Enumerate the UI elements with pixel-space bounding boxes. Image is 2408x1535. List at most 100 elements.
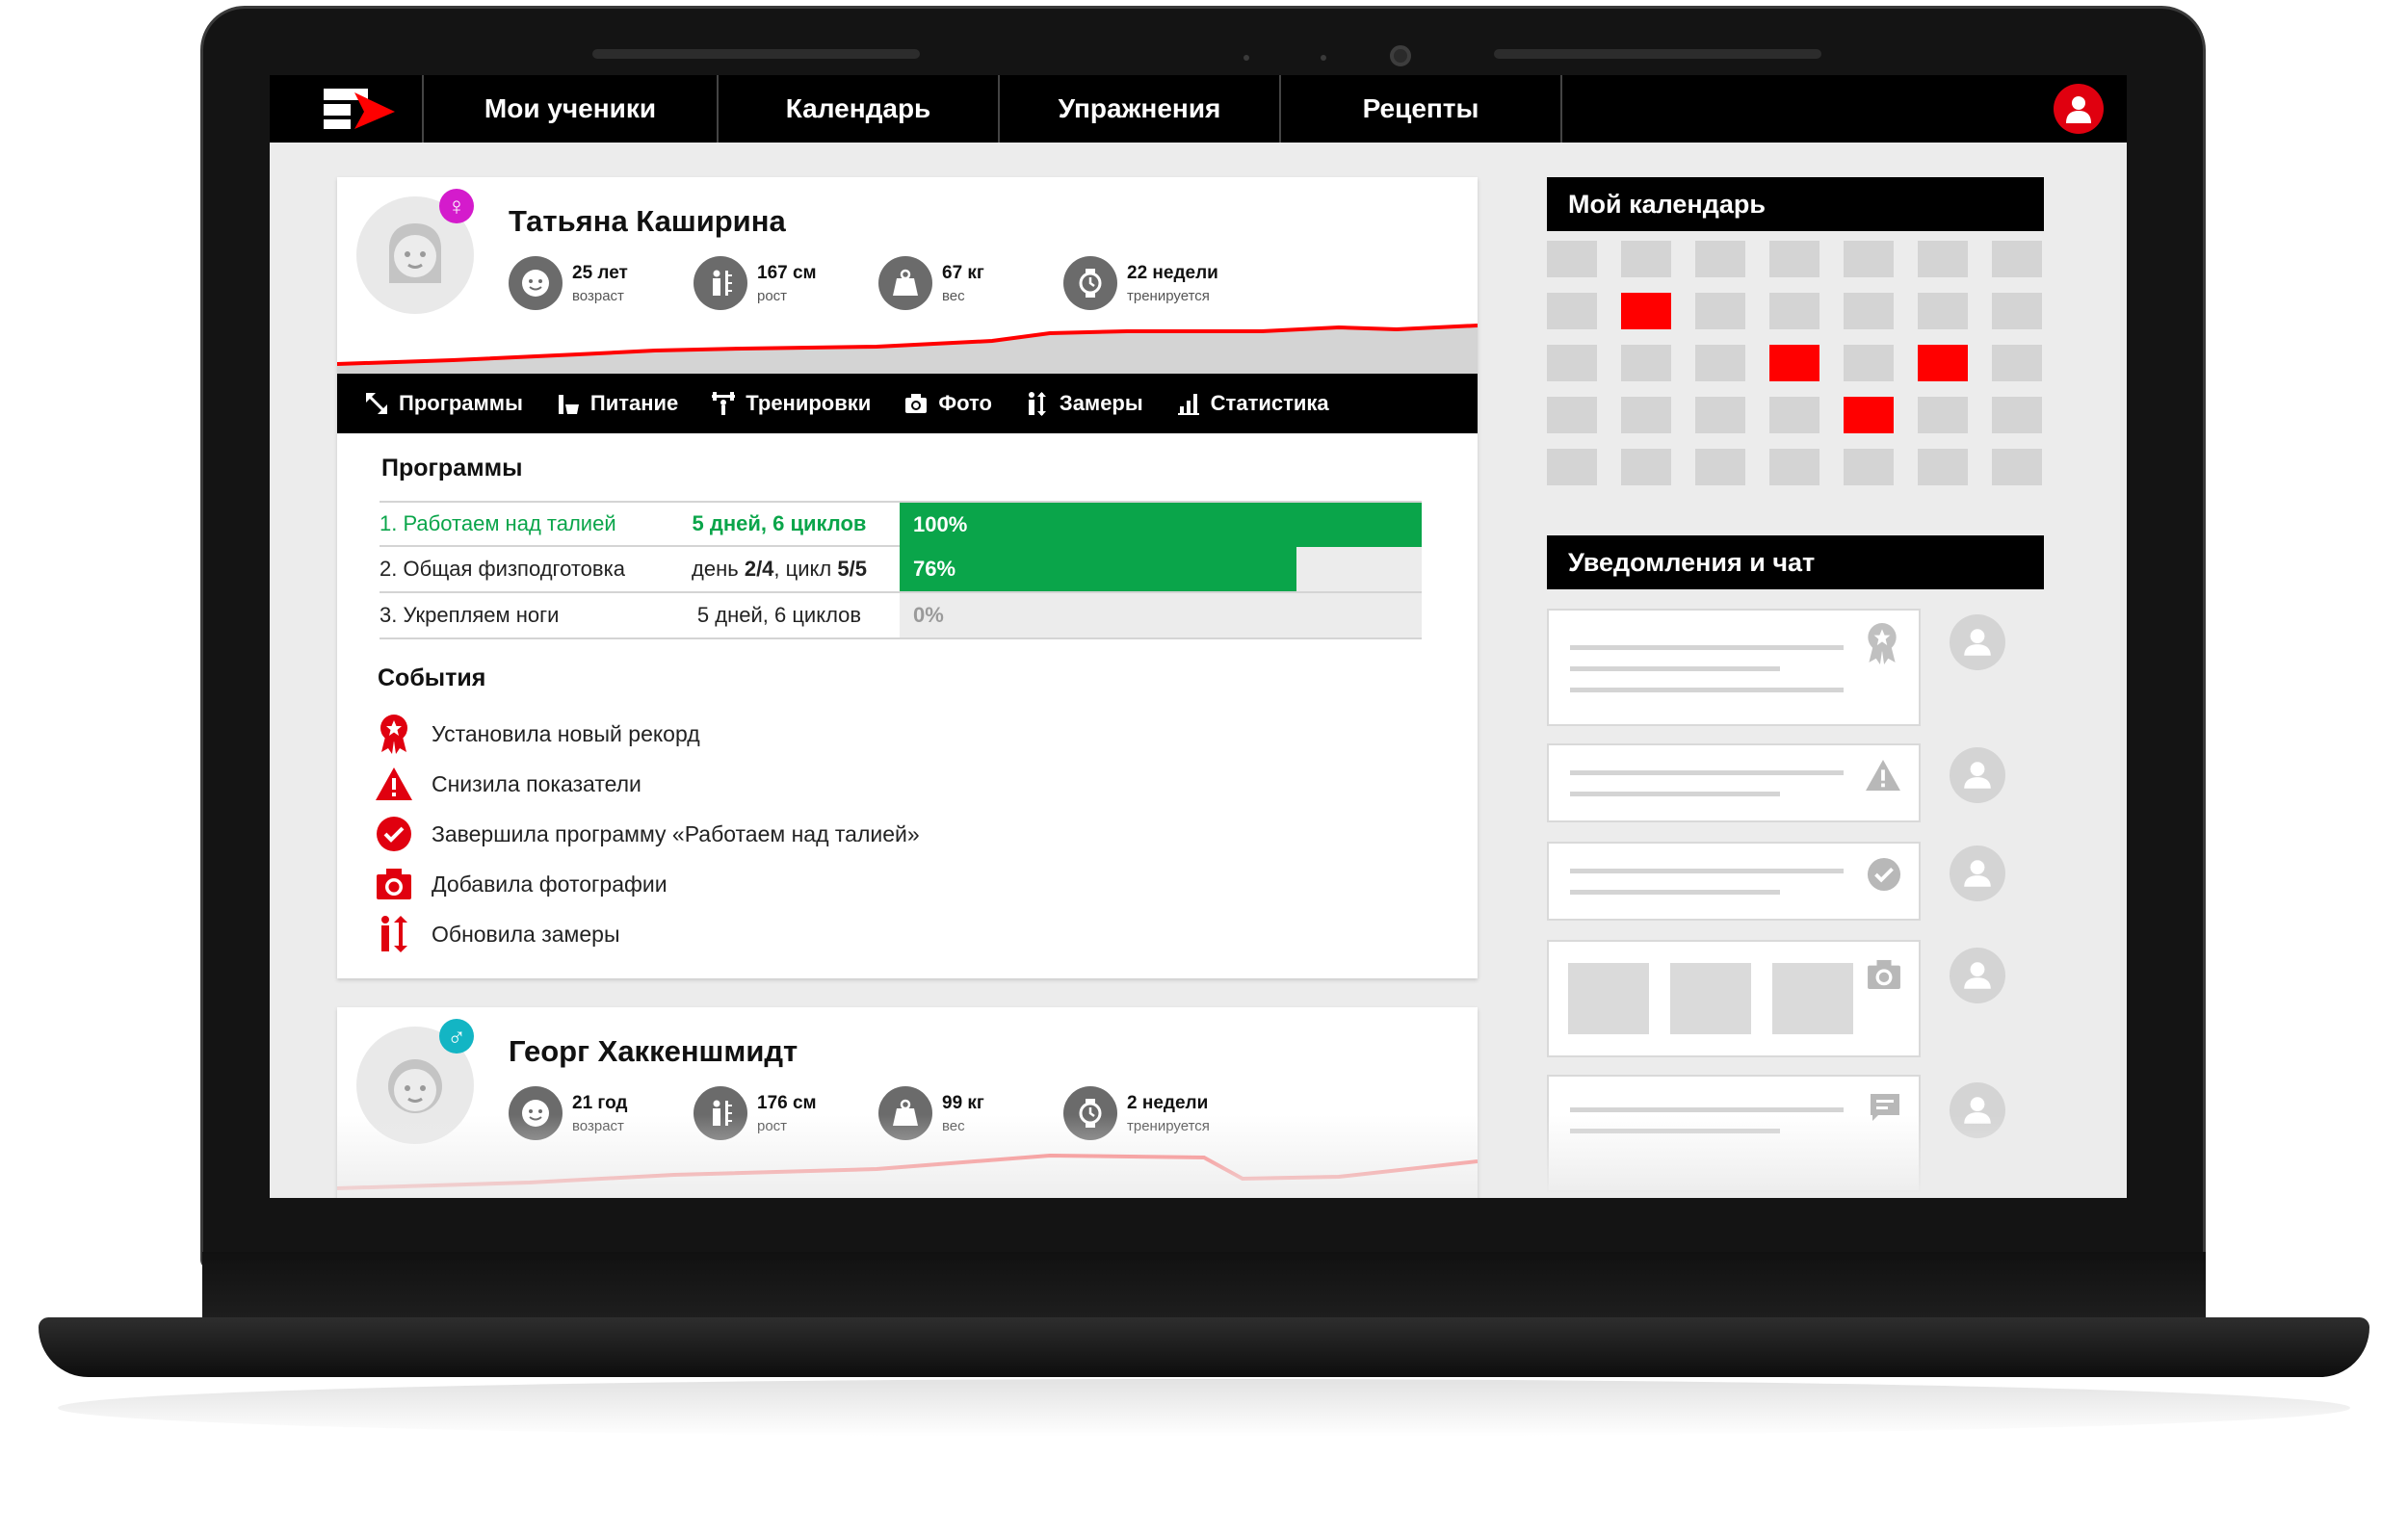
- calendar-day-event[interactable]: [1918, 345, 1968, 381]
- stat-value: 22 недели: [1127, 262, 1218, 283]
- screen: Мои ученики Календарь Упражнения Рецепты…: [270, 75, 2127, 1198]
- calendar-day-event[interactable]: [1621, 293, 1671, 329]
- scroll-fade: [337, 1115, 1478, 1198]
- resize-arrow-icon: [365, 392, 388, 415]
- calendar-day[interactable]: [1547, 241, 1597, 277]
- notification-card[interactable]: [1547, 842, 1921, 921]
- face-icon: [509, 256, 563, 310]
- nav-calendar[interactable]: Календарь: [719, 75, 1000, 143]
- calendar-day-event[interactable]: [1844, 397, 1894, 433]
- nav-exercises[interactable]: Упражнения: [1000, 75, 1281, 143]
- calendar-day[interactable]: [1918, 241, 1968, 277]
- calendar-day[interactable]: [1547, 345, 1597, 381]
- calendar-day[interactable]: [1695, 345, 1745, 381]
- calendar-day[interactable]: [1992, 241, 2042, 277]
- program-name: 3. Укрепляем ноги: [380, 603, 668, 628]
- nav-recipes[interactable]: Рецепты: [1281, 75, 1562, 143]
- calendar-day[interactable]: [1547, 397, 1597, 433]
- client-name[interactable]: Татьяна Каширина: [509, 204, 786, 238]
- calendar-day[interactable]: [1769, 397, 1819, 433]
- calendar-day[interactable]: [1992, 293, 2042, 329]
- stat-value: 99 кг: [942, 1092, 984, 1113]
- event-item[interactable]: Добавила фотографии: [374, 859, 920, 909]
- laptop-hinge: [202, 1252, 2206, 1319]
- program-number: 1.: [380, 511, 398, 535]
- tab-nutrition[interactable]: Питание: [556, 391, 678, 416]
- calendar-day[interactable]: [1621, 241, 1671, 277]
- chat-avatar[interactable]: [1950, 747, 2005, 803]
- tab-label: Статистика: [1210, 391, 1329, 415]
- notification-card[interactable]: [1547, 609, 1921, 726]
- calendar-day[interactable]: [1844, 345, 1894, 381]
- calendar-day[interactable]: [1918, 449, 1968, 485]
- calendar-day[interactable]: [1844, 241, 1894, 277]
- nav-my-students[interactable]: Мои ученики: [424, 75, 719, 143]
- text-placeholder-line: [1570, 688, 1844, 692]
- calendar-day[interactable]: [1547, 293, 1597, 329]
- tab-measurements[interactable]: Замеры: [1025, 391, 1143, 416]
- calendar-day[interactable]: [1621, 397, 1671, 433]
- calendar-day[interactable]: [1695, 449, 1745, 485]
- program-row[interactable]: 1. Работаем над талией 5 дней, 6 циклов …: [380, 501, 1422, 547]
- camera-icon: [1868, 959, 1900, 990]
- warning-icon: [374, 764, 414, 804]
- calendar-day[interactable]: [1992, 449, 2042, 485]
- calendar-day[interactable]: [1695, 293, 1745, 329]
- gender-male-icon: ♂: [439, 1019, 474, 1054]
- calendar-day[interactable]: [1621, 449, 1671, 485]
- program-row[interactable]: 2. Общая физподготовка день 2/4, цикл 5/…: [380, 547, 1422, 593]
- stat-label: рост: [757, 287, 788, 304]
- tab-statistics[interactable]: Статистика: [1176, 391, 1329, 416]
- calendar-day[interactable]: [1918, 397, 1968, 433]
- photo-thumbnail[interactable]: [1772, 963, 1853, 1034]
- chat-avatar[interactable]: [1950, 846, 2005, 901]
- user-icon: [1964, 629, 1991, 656]
- check-circle-icon: [1867, 857, 1901, 892]
- check-circle-icon: [374, 814, 414, 854]
- event-item[interactable]: Установила новый рекорд: [374, 709, 920, 759]
- calendar-day[interactable]: [1844, 449, 1894, 485]
- calendar-day[interactable]: [1769, 449, 1819, 485]
- event-item[interactable]: Обновила замеры: [374, 909, 920, 959]
- tab-photo[interactable]: Фото: [903, 391, 992, 416]
- female-face-icon: [389, 223, 441, 283]
- calendar-day[interactable]: [1769, 293, 1819, 329]
- calendar-day[interactable]: [1992, 397, 2042, 433]
- calendar-day[interactable]: [1769, 241, 1819, 277]
- award-icon: [1868, 623, 1897, 664]
- calendar-day-event[interactable]: [1769, 345, 1819, 381]
- chat-avatar[interactable]: [1950, 614, 2005, 670]
- program-row[interactable]: 3. Укрепляем ноги 5 дней, 6 циклов 0%: [380, 593, 1422, 639]
- program-progress-bar: 76%: [900, 547, 1422, 591]
- scroll-fade: [1522, 1115, 2061, 1198]
- tab-programs[interactable]: Программы: [364, 391, 523, 416]
- calendar-day[interactable]: [1621, 345, 1671, 381]
- event-item[interactable]: Завершила программу «Работаем над талией…: [374, 809, 920, 859]
- tab-label: Программы: [399, 391, 523, 415]
- calendar-day[interactable]: [1992, 345, 2042, 381]
- user-menu-button[interactable]: [2054, 84, 2104, 134]
- photo-thumbnail[interactable]: [1568, 963, 1649, 1034]
- client-name[interactable]: Георг Хаккеншмидт: [509, 1034, 798, 1068]
- camera-icon: [374, 864, 414, 904]
- calendar-day[interactable]: [1547, 449, 1597, 485]
- calendar-day[interactable]: [1844, 293, 1894, 329]
- calendar-day[interactable]: [1695, 397, 1745, 433]
- progress-fill: [900, 503, 1422, 547]
- stat-value: 2 недели: [1127, 1092, 1209, 1113]
- nutrition-icon: [558, 395, 579, 414]
- events-list: Установила новый рекорд Снизила показате…: [374, 709, 920, 959]
- stopwatch-icon: [1063, 256, 1117, 310]
- notification-card[interactable]: [1547, 940, 1921, 1057]
- calendar-day[interactable]: [1695, 241, 1745, 277]
- notification-card[interactable]: [1547, 743, 1921, 822]
- program-progress-bar: 0%: [900, 593, 1422, 637]
- app-logo[interactable]: [270, 75, 424, 143]
- bar-chart-icon: [1177, 394, 1199, 415]
- photo-thumbnail[interactable]: [1670, 963, 1751, 1034]
- calendar-day[interactable]: [1918, 293, 1968, 329]
- text-placeholder-line: [1570, 666, 1780, 671]
- chat-avatar[interactable]: [1950, 948, 2005, 1003]
- event-item[interactable]: Снизила показатели: [374, 759, 920, 809]
- tab-workouts[interactable]: Тренировки: [711, 391, 871, 416]
